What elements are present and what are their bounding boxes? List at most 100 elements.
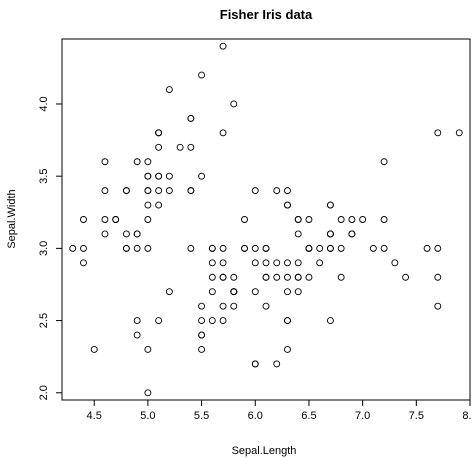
data-point [391, 259, 399, 267]
x-axis-label: Sepal.Length [232, 445, 297, 457]
data-point [305, 244, 313, 252]
data-point [219, 42, 227, 50]
y-tick-label: 2.5 [38, 313, 50, 328]
data-point [348, 230, 356, 238]
data-point [155, 129, 163, 137]
data-point [251, 288, 259, 296]
data-point [69, 244, 77, 252]
data-point [230, 273, 238, 281]
y-tick-label: 3.5 [38, 169, 50, 184]
data-point [284, 317, 291, 325]
data-point [251, 360, 259, 368]
data-point [144, 346, 152, 353]
y-axis-label: Sepal.Width [6, 189, 18, 248]
x-tick-label: 8.0 [462, 410, 472, 422]
data-point [230, 100, 238, 108]
data-point [219, 317, 227, 325]
data-point [284, 346, 291, 353]
data-point [101, 230, 109, 238]
data-point [251, 187, 259, 195]
data-point [144, 244, 152, 252]
chart-title: Fisher Iris data [220, 7, 313, 22]
data-point [326, 244, 334, 252]
x-tick-label: 5.5 [194, 410, 209, 422]
data-point [380, 244, 388, 252]
data-point [262, 259, 270, 267]
data-point [144, 187, 152, 195]
data-point [133, 317, 141, 325]
data-point [144, 389, 152, 397]
data-point [165, 86, 173, 93]
data-point [348, 216, 356, 223]
x-tick-label: 7.0 [355, 410, 370, 422]
data-point [273, 273, 281, 281]
y-tick-label: 3.0 [38, 241, 50, 256]
data-point [326, 317, 334, 325]
data-point [155, 172, 163, 180]
data-point [122, 244, 130, 252]
data-point [208, 288, 216, 296]
data-point [155, 201, 163, 209]
data-point [176, 143, 184, 151]
data-point [122, 187, 130, 195]
data-point [187, 143, 195, 151]
data-point [101, 216, 109, 223]
data-point [241, 216, 248, 223]
data-point [241, 244, 248, 252]
data-point [359, 216, 367, 223]
data-point [80, 259, 87, 267]
data-point [326, 201, 334, 209]
data-point [144, 216, 152, 223]
data-point [80, 244, 87, 252]
data-point [144, 201, 152, 209]
data-points [69, 42, 463, 397]
data-point [284, 187, 291, 195]
data-point [273, 259, 281, 267]
data-point [284, 201, 291, 209]
data-point [251, 244, 259, 252]
data-point [155, 317, 163, 325]
data-point [219, 129, 227, 137]
data-point [316, 259, 324, 267]
data-point [80, 216, 87, 223]
data-point [198, 331, 206, 339]
x-tick-label: 6.0 [248, 410, 263, 422]
data-point [326, 230, 334, 238]
data-point [208, 317, 216, 325]
data-point [455, 129, 463, 137]
data-point [112, 216, 120, 223]
y-axis: 2.0 2.5 3.0 3.5 4.0 [38, 96, 62, 400]
data-point [155, 187, 163, 195]
y-tick-label: 4.0 [38, 96, 50, 111]
data-point [434, 302, 442, 310]
data-point [165, 288, 173, 296]
data-point [219, 273, 227, 281]
data-point [187, 187, 195, 195]
data-point [423, 244, 431, 252]
data-point [198, 317, 206, 325]
data-point [133, 244, 141, 252]
data-point [273, 187, 281, 195]
data-point [187, 114, 195, 122]
data-point [90, 346, 98, 353]
data-point [230, 302, 238, 310]
data-point [230, 288, 238, 296]
data-point [208, 244, 216, 252]
data-point [284, 273, 291, 281]
data-point [337, 273, 345, 281]
x-tick-label: 4.5 [87, 410, 102, 422]
x-tick-label: 7.5 [409, 410, 424, 422]
data-point [198, 346, 206, 353]
data-point [165, 172, 173, 180]
data-point [284, 288, 291, 296]
data-point [434, 129, 442, 137]
x-axis: 4.5 5.0 5.5 6.0 6.5 7.0 7.5 8.0 [87, 400, 472, 422]
data-point [337, 244, 345, 252]
data-point [219, 302, 227, 310]
data-point [337, 216, 345, 223]
data-point [305, 273, 313, 281]
data-point [208, 259, 216, 267]
x-tick-label: 6.5 [301, 410, 316, 422]
